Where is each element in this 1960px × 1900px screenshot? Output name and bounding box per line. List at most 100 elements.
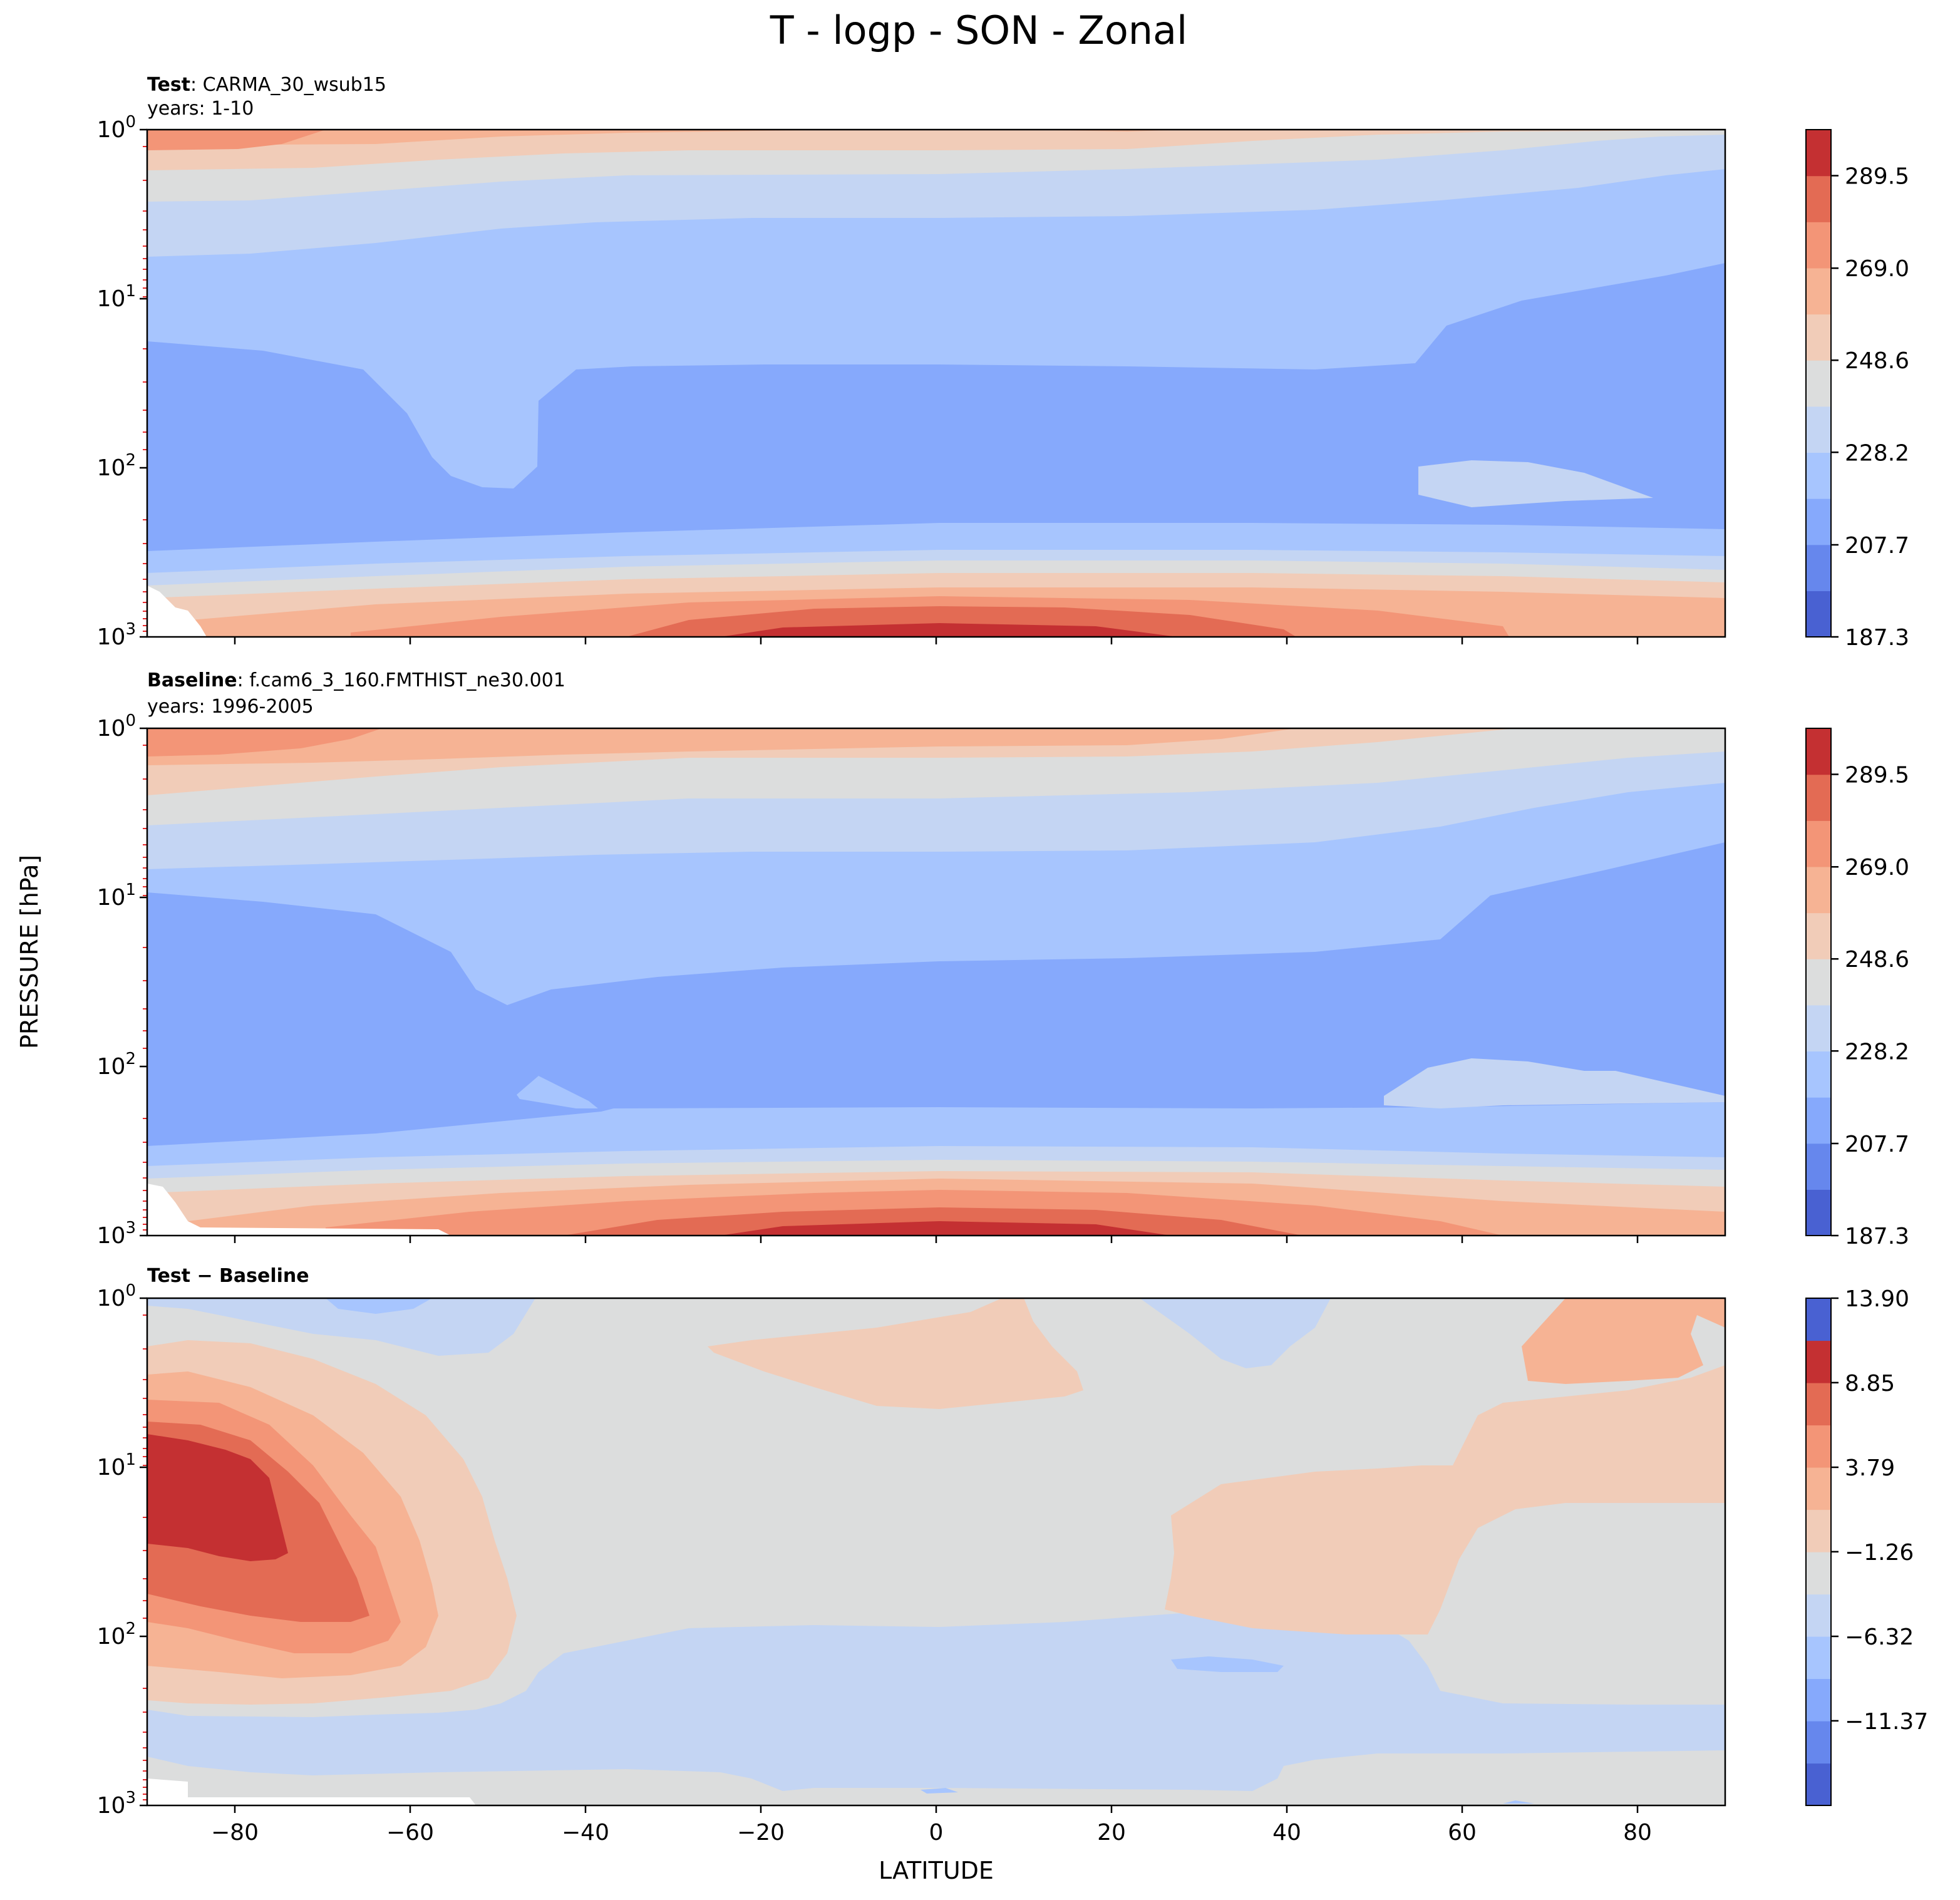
colorbar-tick-label: 289.5: [1845, 763, 1909, 788]
y-tick-exponent: 1: [125, 282, 136, 301]
band-l6: [147, 728, 1725, 1236]
colorbar-tick-label: 269.0: [1845, 855, 1909, 880]
colorbar-swatch: [1806, 1425, 1831, 1468]
y-tick-exponent: 2: [125, 451, 136, 470]
y-tick-base: 10: [97, 716, 126, 741]
y-tick-label: 101: [97, 1450, 136, 1480]
colorbar-swatch: [1806, 959, 1831, 1006]
colorbar-swatch: [1806, 360, 1831, 407]
colorbar-swatch: [1806, 1721, 1831, 1764]
panel-test-label-rest: : CARMA_30_wsub15: [190, 74, 386, 96]
panel-baseline-label-bold: Baseline: [147, 669, 237, 691]
panel-baseline-colorbar: 289.5 269.0 248.6 228.2 207.7 187.3: [1805, 728, 1909, 1249]
x-tick-label: 60: [1448, 1820, 1477, 1846]
y-tick-base: 10: [97, 1223, 126, 1249]
colorbar-swatch: [1806, 912, 1831, 959]
colorbar-swatch: [1806, 1552, 1831, 1595]
colorbar-swatch: [1806, 267, 1831, 315]
x-tick-label: 40: [1272, 1820, 1301, 1846]
colorbar-tick-label: −1.26: [1845, 1540, 1914, 1566]
band-pos5: [147, 1434, 288, 1561]
panel-test: Test: CARMA_30_wsub15 years: 1-10: [97, 74, 1909, 651]
colorbar-swatch: [1806, 728, 1831, 775]
y-tick-exponent: 0: [125, 1281, 136, 1300]
x-tick-label: 0: [929, 1820, 944, 1846]
panel-diff-label-bold: Test − Baseline: [147, 1265, 309, 1287]
x-tick-label: −20: [737, 1820, 785, 1846]
colorbar-swatch: [1806, 1097, 1831, 1144]
colorbar-swatch: [1806, 1636, 1831, 1680]
colorbar-tick-label: 248.6: [1845, 348, 1909, 374]
x-tick-label: 80: [1623, 1820, 1652, 1846]
y-tick-base: 10: [97, 1455, 126, 1480]
colorbar-tick-label: 187.3: [1845, 1224, 1909, 1249]
colorbar-swatch: [1806, 1594, 1831, 1637]
figure-title: T - logp - SON - Zonal: [770, 8, 1188, 53]
colorbar-swatch: [1806, 1678, 1831, 1722]
panel-test-xticks: [234, 637, 1639, 644]
colorbar-swatch: [1806, 130, 1831, 177]
colorbar-swatch: [1806, 314, 1831, 361]
y-tick-exponent: 3: [125, 1789, 136, 1807]
colorbar-swatch: [1806, 175, 1831, 222]
colorbar-swatch: [1806, 222, 1831, 269]
missing-data-area: [147, 1184, 451, 1236]
y-tick-exponent: 0: [125, 711, 136, 730]
panel-diff-xticks: −80 −60 −40 −20 0 20 40 60 80: [211, 1805, 1652, 1846]
y-tick-exponent: 2: [125, 1050, 136, 1068]
y-tick-label: 101: [97, 880, 136, 911]
panel-baseline-label-rest: : f.cam6_3_160.FMTHIST_ne30.001: [237, 669, 565, 691]
colorbar-tick-label: 228.2: [1845, 440, 1909, 466]
colorbar-swatch: [1806, 1763, 1831, 1806]
band-l6: [147, 130, 1725, 637]
colorbar-swatch: [1806, 591, 1831, 638]
colorbar-tick-label: 207.7: [1845, 1132, 1909, 1157]
y-tick-label: 100: [97, 113, 136, 143]
band-l10: [720, 1221, 1171, 1236]
x-tick-label: −80: [211, 1820, 259, 1846]
colorbar-tick-label: 289.5: [1845, 164, 1909, 190]
colorbar-tick-label: 228.2: [1845, 1039, 1909, 1065]
colorbar-swatch: [1806, 544, 1831, 591]
colorbar-swatches: [1806, 728, 1831, 1236]
band-pos1: [147, 1298, 1725, 1705]
colorbar-swatch: [1806, 406, 1831, 453]
y-tick-label: 100: [97, 711, 136, 741]
panel-test-contours: [147, 130, 1725, 637]
y-tick-label: 101: [97, 282, 136, 312]
x-tick-label: −60: [386, 1820, 434, 1846]
y-tick-base: 10: [97, 286, 126, 312]
colorbar-frame: [1805, 129, 1832, 638]
missing-data-area: [147, 586, 207, 637]
y-tick-label: 100: [97, 1281, 136, 1311]
y-tick-base: 10: [97, 1286, 126, 1311]
colorbar-swatch: [1806, 1298, 1831, 1341]
panel-test-colorbar: 289.5 269.0 248.6 228.2 207.7 187.3: [1805, 129, 1909, 651]
band-neg1: [147, 1298, 1725, 1804]
panel-diff-contours: [147, 1298, 1725, 1805]
colorbar-tick-label: 248.6: [1845, 947, 1909, 973]
colorbar-tick-label: −11.37: [1845, 1709, 1928, 1735]
y-tick-base: 10: [97, 1624, 126, 1650]
band-l10: [720, 623, 1177, 637]
y-tick-base: 10: [97, 885, 126, 911]
colorbar-tick-label: 3.79: [1845, 1455, 1895, 1481]
colorbar-tick-label: 187.3: [1845, 625, 1909, 651]
panel-baseline: Baseline: f.cam6_3_160.FMTHIST_ne30.001 …: [97, 669, 1909, 1249]
colorbar-tick-label: 13.90: [1845, 1286, 1909, 1312]
y-tick-exponent: 2: [125, 1619, 136, 1638]
x-axis-label: LATITUDE: [879, 1857, 994, 1884]
y-axis-label: PRESSURE [hPa]: [16, 855, 43, 1049]
colorbar-swatches: [1806, 1298, 1831, 1806]
y-tick-exponent: 3: [125, 620, 136, 639]
colorbar-swatch: [1806, 1189, 1831, 1236]
colorbar-ticks: 289.5 269.0 248.6 228.2 207.7 187.3: [1831, 164, 1909, 651]
panel-test-label: Test: CARMA_30_wsub15: [147, 74, 386, 96]
y-tick-exponent: 0: [125, 113, 136, 132]
missing-data-area: [147, 1779, 476, 1805]
y-tick-exponent: 1: [125, 880, 136, 899]
